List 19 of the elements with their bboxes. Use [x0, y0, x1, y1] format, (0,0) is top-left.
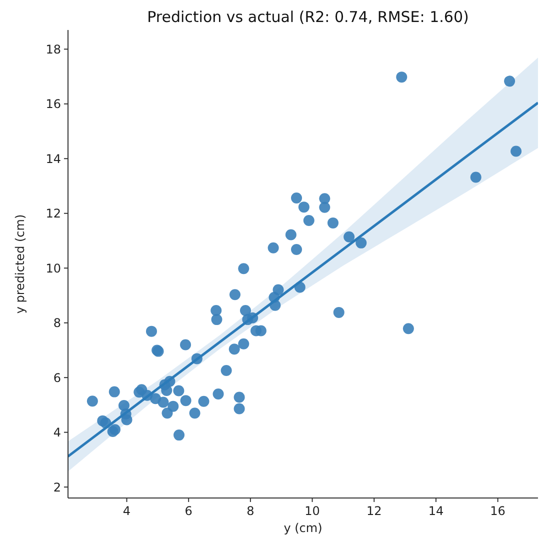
- x-tick-label: 8: [246, 504, 254, 518]
- y-tick-label: 8: [53, 316, 61, 330]
- x-tick-label: 16: [490, 504, 506, 518]
- y-tick-label: 10: [46, 261, 61, 276]
- y-tick-label: 18: [46, 42, 61, 56]
- y-axis-title: y predicted (cm): [13, 214, 27, 314]
- x-tick-label: 12: [366, 504, 382, 518]
- x-tick-label: 4: [122, 504, 131, 518]
- y-tick-label: 12: [46, 206, 61, 221]
- x-tick-label: 6: [184, 504, 192, 518]
- y-tick-label: 14: [46, 152, 61, 166]
- x-tick-label: 14: [428, 504, 444, 518]
- y-tick-label: 16: [46, 97, 61, 112]
- chart-title: Prediction vs actual (R2: 0.74, RMSE: 1.60): [147, 8, 469, 26]
- x-tick-label: 10: [304, 504, 320, 518]
- x-axis-title: y (cm): [284, 521, 322, 535]
- y-tick-label: 2: [53, 480, 61, 494]
- y-tick-label: 4: [53, 426, 61, 440]
- y-tick-label: 6: [53, 370, 61, 385]
